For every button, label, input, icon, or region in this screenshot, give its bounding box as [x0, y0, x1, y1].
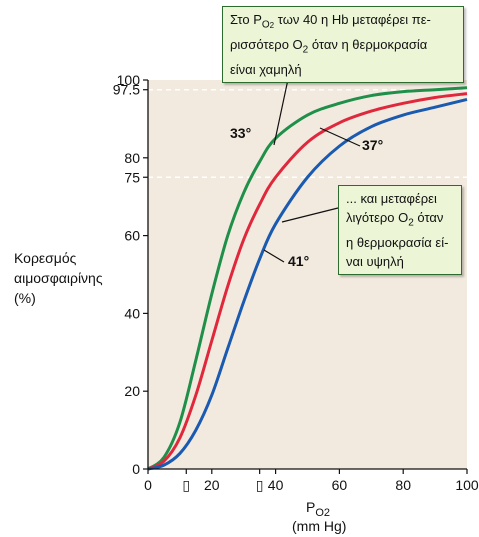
annotation-mid-line-3: η θερμοκρασία εί-	[346, 234, 449, 250]
y-axis-title-line-2: αιμοσφαιρίνης	[14, 270, 103, 286]
annotation-mid-line-2: λιγότερο O2 όταν	[346, 210, 444, 229]
x-tick-labels: 0 ▯ 20 ▯ 40 60 80 100	[144, 469, 479, 493]
annotation-top-line-2: ρισσότερο O2 όταν η θερμοκρασία	[230, 37, 428, 56]
label-41: 41°	[288, 253, 309, 269]
y-tick-label-4: 75	[124, 169, 140, 185]
x-axis-title-main: P	[306, 499, 315, 515]
y-tick-label-5: 80	[124, 150, 140, 166]
x-axis-unit: (mm Hg)	[292, 518, 346, 534]
annotation-high-temperature: ... και μεταφέρει λιγότερο O2 όταν η θερ…	[338, 185, 462, 275]
y-axis-title-line-1: Κορεσμός	[14, 250, 77, 266]
y-axis-title-line-3: (%)	[14, 290, 36, 306]
x-tick-label-7: 100	[455, 477, 479, 493]
annotation-low-temperature: Στο PO2 των 40 η Hb μεταφέρει πε- ρισσότ…	[222, 6, 464, 83]
pointer-37	[319, 127, 361, 147]
y-tick-label-2: 40	[124, 305, 140, 321]
temperature-labels: 33° 37° 41°	[230, 125, 383, 269]
x-tick-label-0: 0	[144, 477, 152, 493]
axes	[147, 80, 467, 470]
annotation-top-line-3: είναι χαμηλή	[230, 61, 302, 77]
curve-2	[147, 97, 468, 471]
x-axis-title: PO2 (mm Hg)	[292, 499, 346, 534]
y-tick-label-7: 100	[117, 72, 141, 88]
label-33: 33°	[230, 125, 251, 141]
x-tick-label-4: 40	[268, 477, 284, 493]
svg-text:PO2: PO2	[306, 499, 330, 519]
curve-0	[147, 86, 468, 471]
annotation-mid-line-1: ... και μεταφέρει	[346, 191, 437, 206]
y-tick-label-1: 20	[124, 383, 140, 399]
y-tick-label-6: 97.5	[113, 82, 140, 98]
x-tick-label-5: 60	[332, 477, 348, 493]
annotation-top-line-1: Στο PO2 των 40 η Hb μεταφέρει πε-	[230, 12, 431, 31]
curves	[147, 86, 468, 471]
annotation-mid-line-4: ναι υψηλή	[346, 253, 404, 269]
label-37: 37°	[362, 137, 383, 153]
y-tick-label-0: 0	[132, 461, 140, 477]
x-tick-label-1: ▯	[182, 477, 190, 493]
curve-1	[147, 92, 468, 471]
x-tick-label-6: 80	[395, 477, 411, 493]
pointer-41	[263, 249, 285, 263]
x-tick-label-2: 20	[204, 477, 220, 493]
y-tick-label-3: 60	[124, 228, 140, 244]
x-tick-label-3: ▯	[256, 477, 264, 493]
pointer-mid	[281, 207, 339, 223]
x-axis-title-sub: O2	[315, 507, 330, 519]
y-axis-title: Κορεσμός αιμοσφαιρίνης (%)	[14, 248, 103, 308]
